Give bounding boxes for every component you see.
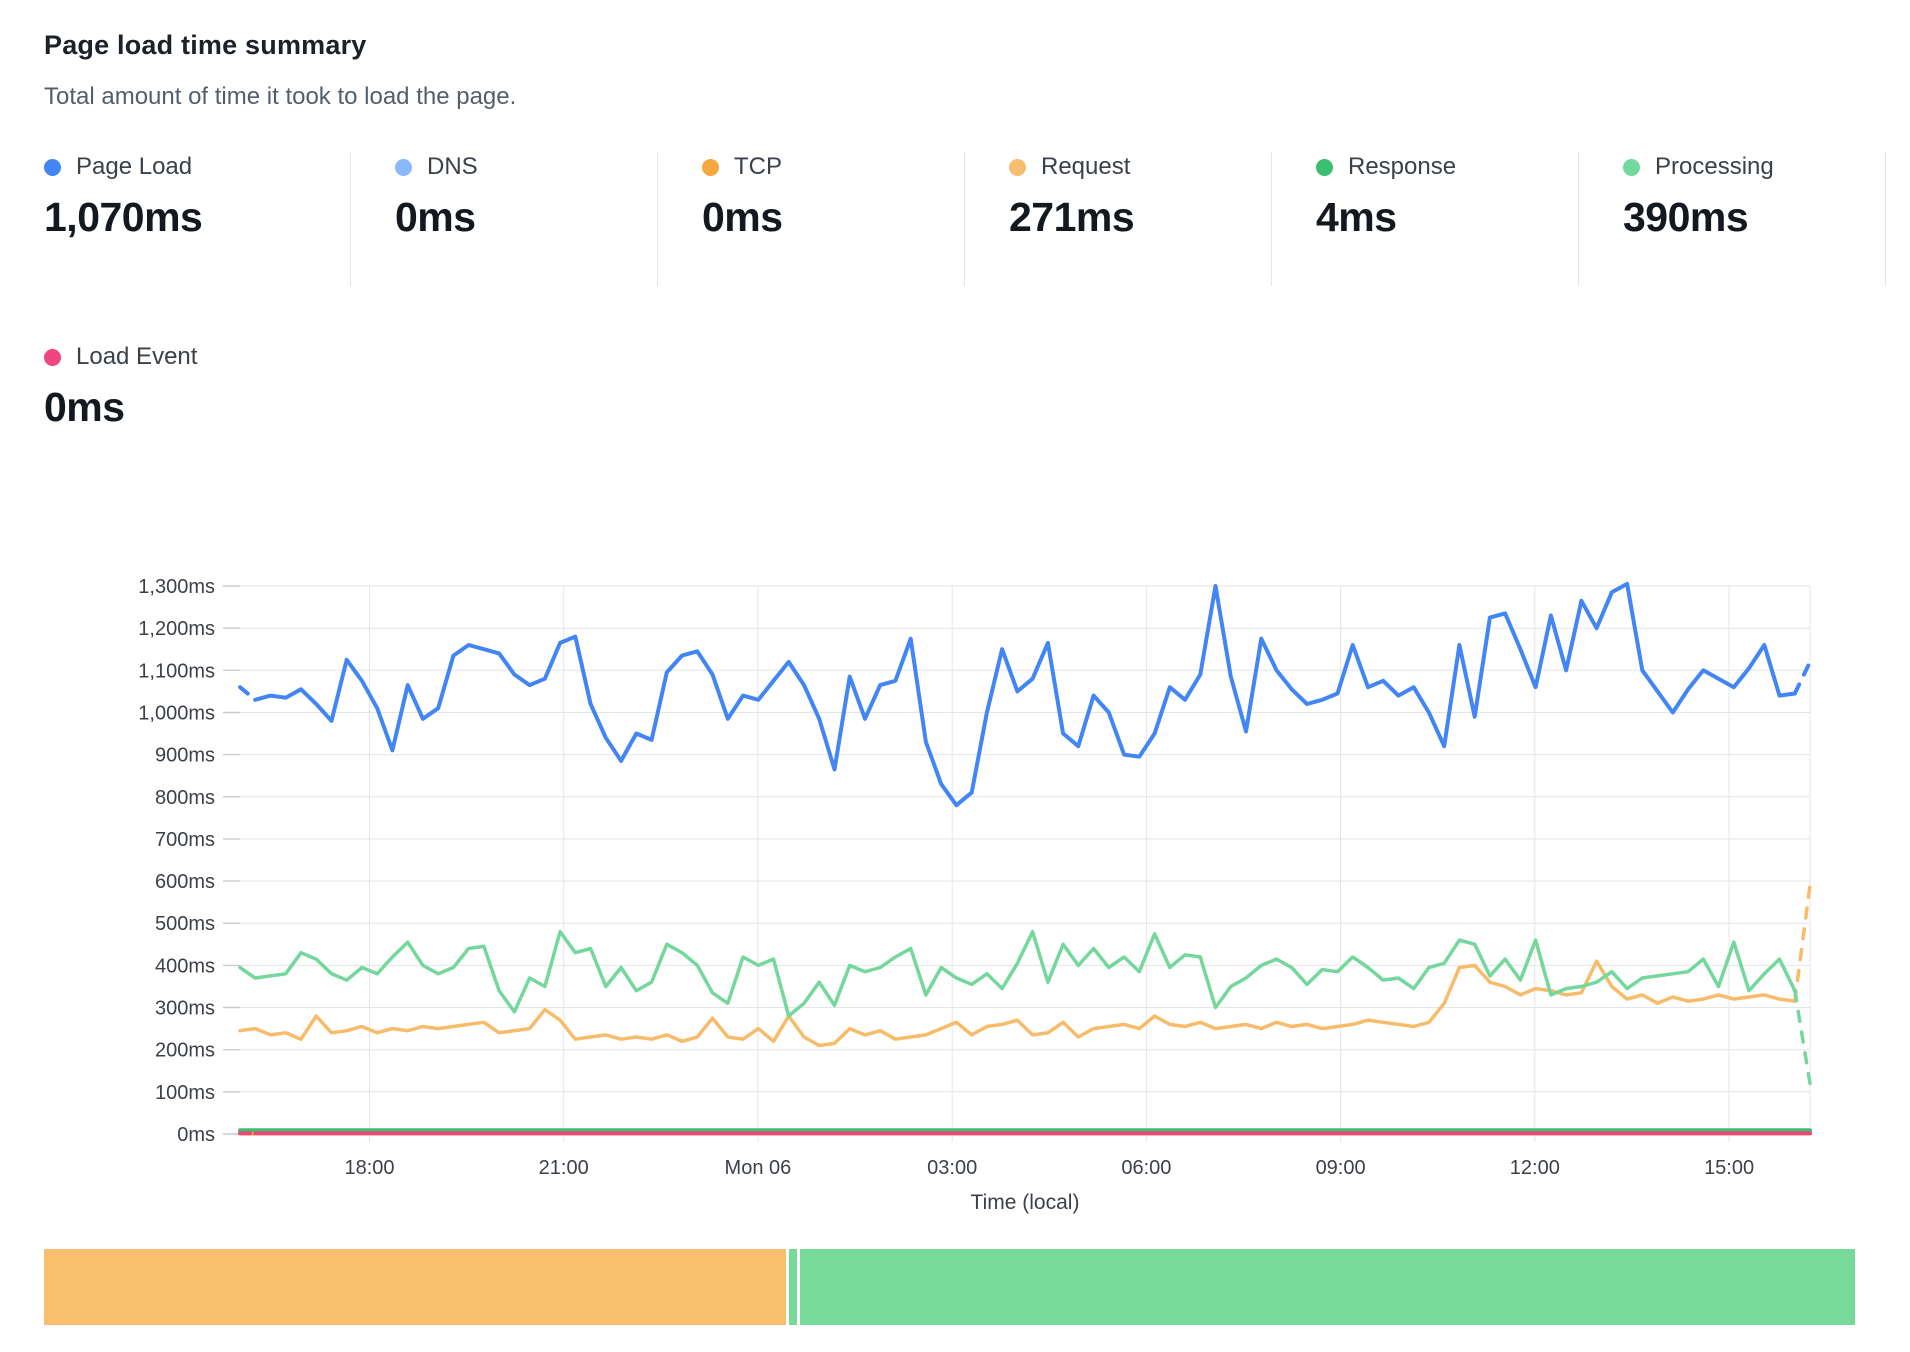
metrics-row-secondary: Load Event 0ms [44,342,1910,476]
metric-value: 0ms [395,194,476,240]
y-axis-label: 1,000ms [138,703,215,725]
y-axis-label: 800ms [155,787,215,809]
range-bar-segment[interactable] [799,1249,1855,1325]
metric-label: TCP [734,153,782,180]
metric-card-load-event: Load Event 0ms [44,342,351,476]
metric-card-dns: DNS 0ms [351,152,658,286]
page-title: Page load time summary [44,30,367,60]
y-axis-label: 0ms [177,1124,215,1146]
metric-label: DNS [427,153,478,180]
dns-color-dot [395,158,412,176]
load-event-color-dot [44,348,61,366]
metric-label: Response [1348,153,1457,180]
x-axis-label: 21:00 [539,1157,589,1179]
time-range-bar[interactable] [44,1249,1856,1325]
y-axis-label: 700ms [155,829,215,851]
load-time-chart[interactable]: 0ms 100ms 200ms 300ms 400ms 500ms 600ms 700ms 80… [44,561,1888,1247]
metric-value: 1,070ms [44,194,203,240]
metric-card-response: Response 4ms [1272,152,1579,286]
range-bar-segment[interactable] [44,1249,786,1325]
tcp-color-dot [702,158,719,176]
x-axis-label: 15:00 [1704,1157,1754,1179]
series-line-request [1793,883,1812,1003]
metric-label: Request [1041,153,1131,180]
x-axis-title: Time (local) [971,1191,1080,1214]
metric-label: Page Load [76,153,193,180]
metric-value: 4ms [1316,194,1397,240]
y-axis-label: 300ms [155,998,215,1020]
series-line-processing [1793,988,1812,1086]
series-line-page-load [238,685,258,702]
x-axis-label: 18:00 [344,1157,394,1179]
x-axis-label: 09:00 [1316,1157,1366,1179]
series-line-request [238,959,1797,1048]
metric-card-tcp: TCP 0ms [658,152,965,286]
y-axis-label: 600ms [155,871,215,893]
processing-color-dot [1623,158,1640,176]
range-bar-segment[interactable] [789,1249,797,1325]
metric-value: 0ms [44,384,125,430]
y-axis-label: 500ms [155,913,215,935]
metric-label: Load Event [76,343,198,370]
y-axis-label: 900ms [155,745,215,767]
y-axis-label: 1,300ms [138,576,215,598]
y-axis-label: 400ms [155,955,215,977]
response-color-dot [1316,158,1333,176]
series-line-page-load [253,581,1797,808]
y-axis-label: 100ms [155,1082,215,1104]
series-line-page-load [1792,659,1812,696]
metrics-row-primary: Page Load 1,070ms DNS 0ms TCP 0ms Request 271ms… [44,152,1910,286]
y-axis-label: 1,100ms [138,660,215,682]
metric-card-request: Request 271ms [965,152,1272,286]
y-axis-label: 1,200ms [138,618,215,640]
x-axis-label: 12:00 [1510,1157,1560,1179]
y-axis-label: 200ms [155,1040,215,1062]
metric-value: 0ms [702,194,783,240]
request-color-dot [1009,158,1026,176]
metric-label: Processing [1655,153,1774,180]
metric-card-page-load: Page Load 1,070ms [44,152,351,286]
x-axis-label: 03:00 [927,1157,977,1179]
x-axis-label: 06:00 [1121,1157,1171,1179]
series-line-processing [238,929,1797,1018]
page-load-color-dot [44,158,61,176]
metric-value: 271ms [1009,194,1135,240]
x-axis-label: Mon 06 [725,1157,792,1179]
metric-card-processing: Processing 390ms [1579,152,1886,286]
page-subtitle: Total amount of time it took to load the… [44,83,517,110]
metric-value: 390ms [1623,194,1749,240]
